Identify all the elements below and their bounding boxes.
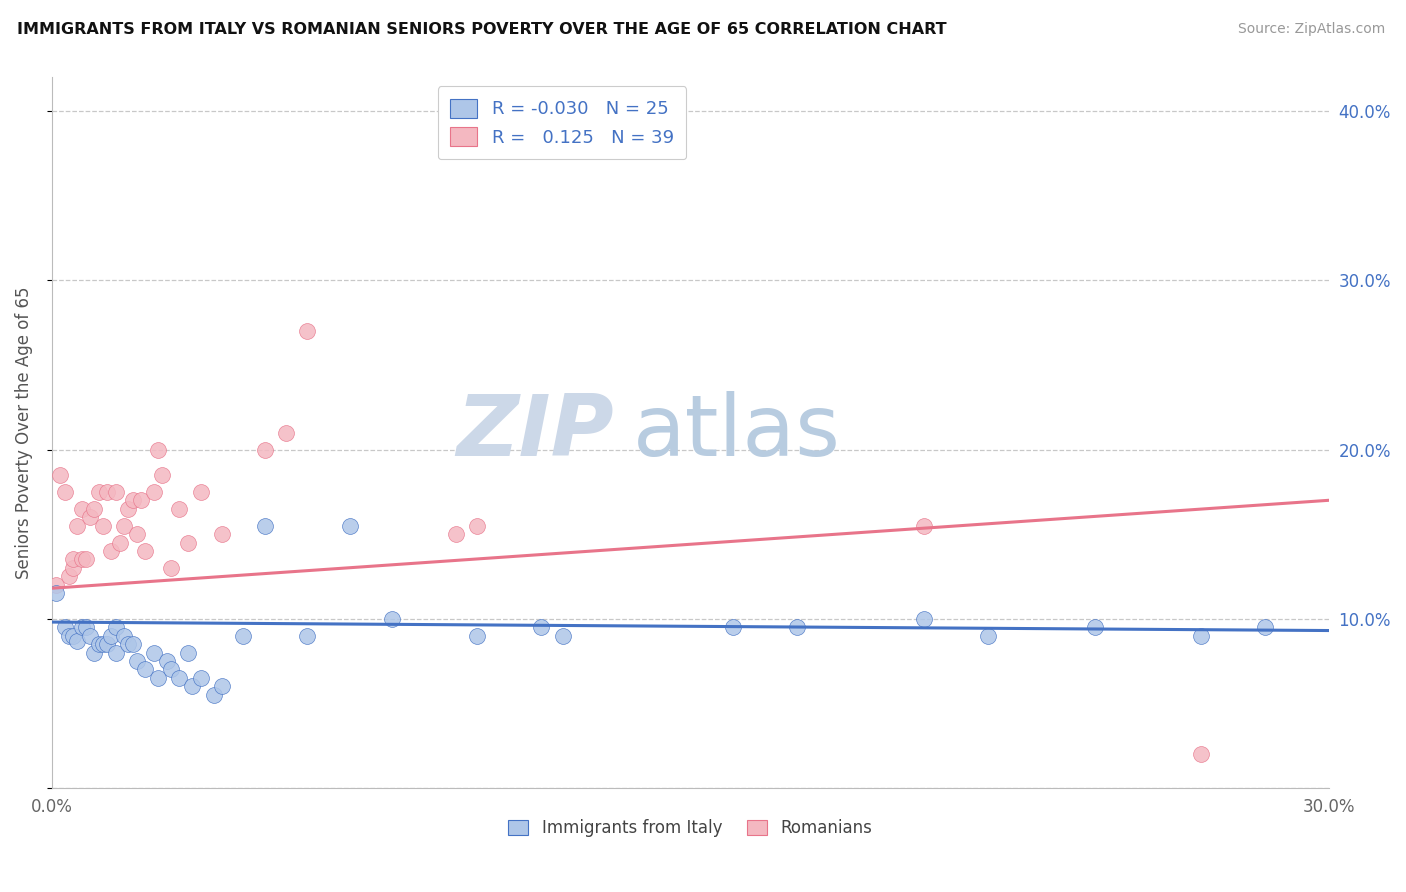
Point <box>146 671 169 685</box>
Point <box>70 552 93 566</box>
Point <box>530 620 553 634</box>
Point <box>202 688 225 702</box>
Point <box>91 637 114 651</box>
Point <box>142 646 165 660</box>
Point <box>112 629 135 643</box>
Point <box>339 518 361 533</box>
Point <box>53 484 76 499</box>
Point <box>912 612 935 626</box>
Point <box>79 629 101 643</box>
Point <box>253 442 276 457</box>
Point <box>70 501 93 516</box>
Point <box>58 629 80 643</box>
Legend: Immigrants from Italy, Romanians: Immigrants from Italy, Romanians <box>502 812 879 844</box>
Point <box>117 637 139 651</box>
Point <box>96 484 118 499</box>
Point <box>721 620 744 634</box>
Point <box>66 633 89 648</box>
Point <box>1254 620 1277 634</box>
Point <box>1084 620 1107 634</box>
Point <box>62 552 84 566</box>
Point <box>62 561 84 575</box>
Point <box>62 629 84 643</box>
Point <box>232 629 254 643</box>
Point <box>104 484 127 499</box>
Point <box>100 544 122 558</box>
Point <box>129 493 152 508</box>
Point <box>87 484 110 499</box>
Point <box>70 620 93 634</box>
Point <box>53 620 76 634</box>
Point <box>108 535 131 549</box>
Point <box>190 671 212 685</box>
Point <box>79 510 101 524</box>
Point <box>160 662 183 676</box>
Text: atlas: atlas <box>633 391 841 475</box>
Text: ZIP: ZIP <box>456 391 613 475</box>
Point <box>152 467 174 482</box>
Point <box>49 467 72 482</box>
Point <box>156 654 179 668</box>
Point <box>177 535 200 549</box>
Point <box>169 501 191 516</box>
Point <box>444 527 467 541</box>
Point <box>58 569 80 583</box>
Point <box>467 518 489 533</box>
Point <box>45 578 67 592</box>
Point <box>121 637 143 651</box>
Y-axis label: Seniors Poverty Over the Age of 65: Seniors Poverty Over the Age of 65 <box>15 286 32 579</box>
Point <box>75 620 97 634</box>
Point <box>786 620 808 634</box>
Point <box>121 493 143 508</box>
Point <box>381 612 404 626</box>
Point <box>104 646 127 660</box>
Point <box>211 527 233 541</box>
Point <box>211 679 233 693</box>
Point <box>142 484 165 499</box>
Point <box>91 518 114 533</box>
Point <box>104 620 127 634</box>
Point <box>1189 747 1212 761</box>
Point <box>912 518 935 533</box>
Point <box>1189 629 1212 643</box>
Point <box>125 654 148 668</box>
Point <box>274 425 297 440</box>
Point <box>160 561 183 575</box>
Point <box>83 646 105 660</box>
Point <box>190 484 212 499</box>
Point <box>125 527 148 541</box>
Point <box>177 646 200 660</box>
Point <box>551 629 574 643</box>
Text: IMMIGRANTS FROM ITALY VS ROMANIAN SENIORS POVERTY OVER THE AGE OF 65 CORRELATION: IMMIGRANTS FROM ITALY VS ROMANIAN SENIOR… <box>17 22 946 37</box>
Point <box>134 662 156 676</box>
Text: Source: ZipAtlas.com: Source: ZipAtlas.com <box>1237 22 1385 37</box>
Point <box>253 518 276 533</box>
Point <box>45 586 67 600</box>
Point <box>169 671 191 685</box>
Point <box>467 629 489 643</box>
Point <box>295 629 318 643</box>
Point <box>134 544 156 558</box>
Point <box>75 552 97 566</box>
Point <box>83 501 105 516</box>
Point <box>295 324 318 338</box>
Point <box>977 629 1000 643</box>
Point <box>117 501 139 516</box>
Point <box>100 629 122 643</box>
Point <box>146 442 169 457</box>
Point <box>112 518 135 533</box>
Point <box>181 679 204 693</box>
Point <box>66 518 89 533</box>
Point <box>96 637 118 651</box>
Point <box>87 637 110 651</box>
